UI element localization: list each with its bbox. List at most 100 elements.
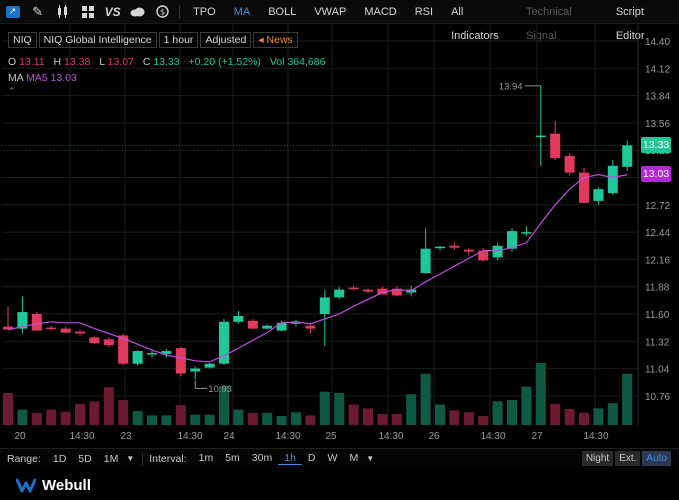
volume-bar	[3, 393, 13, 425]
candle-body	[305, 325, 316, 329]
toggle-night[interactable]: Night	[581, 451, 614, 466]
range-label: Range:	[7, 452, 41, 465]
y-tick-label: 12.72	[645, 201, 670, 212]
interval-w[interactable]: W	[327, 452, 338, 464]
rangebar-divider	[142, 452, 144, 465]
candle-body	[204, 363, 215, 368]
range-1d[interactable]: 1D	[52, 452, 67, 465]
indicator-tab-script-editor[interactable]: Script Editor	[615, 5, 645, 42]
volume-bar	[233, 409, 244, 425]
candle-icon[interactable]	[50, 0, 75, 24]
candle-body	[161, 351, 172, 354]
y-tick-label: 14.12	[645, 64, 670, 75]
candle-body	[420, 248, 431, 274]
volume-bar	[348, 404, 359, 425]
interval-select[interactable]: 1 hour	[158, 32, 199, 48]
interval-30m[interactable]: 30m	[251, 452, 273, 464]
interval-1h[interactable]: 1h	[278, 452, 302, 465]
adjust-select[interactable]: Adjusted	[200, 32, 252, 48]
range-5d[interactable]: 5D	[78, 452, 92, 465]
volume-bar	[535, 362, 546, 425]
toolbar-divider	[179, 4, 181, 19]
interval-more-chevron-icon[interactable]: ▼	[366, 454, 375, 463]
low-label: L	[99, 56, 105, 68]
indicator-tab-tpo[interactable]: TPO	[193, 5, 216, 18]
news-button[interactable]: ◂ News	[253, 32, 298, 48]
range-interval-bar: Range: 1D 5D 1M ▼ Interval: 1m 5m 30m 1h D W M ▼…	[0, 448, 679, 468]
candlestick-chart[interactable]: 14.4014.1213.8413.5613.2813.0012.7212.44…	[0, 24, 679, 448]
low-value: 13.07	[107, 56, 134, 68]
x-tick-label: 14:30	[378, 431, 403, 442]
x-tick-label: 14:30	[275, 431, 300, 442]
range-more-chevron-icon[interactable]: ▼	[126, 454, 135, 463]
ma5-label: MA5	[26, 72, 48, 84]
candle-body	[449, 245, 460, 248]
low-annotation-label: 10.93	[208, 384, 232, 395]
candle-body	[118, 335, 129, 364]
volume-bar	[161, 415, 172, 425]
x-tick-label: 25	[325, 431, 337, 442]
indicator-tab-macd[interactable]: MACD	[364, 5, 397, 18]
candle-body	[3, 326, 13, 330]
volume-bar	[305, 415, 316, 425]
draw-pen-icon[interactable]: ✎	[32, 3, 43, 19]
volume-bar	[89, 401, 100, 425]
candle-body	[463, 249, 474, 252]
candle-body	[550, 133, 561, 158]
interval-1m[interactable]: 1m	[198, 452, 214, 464]
volume-bar	[17, 409, 28, 425]
grid-layout-icon[interactable]	[75, 0, 100, 24]
interval-m[interactable]: M	[349, 452, 359, 464]
volume-bar	[31, 412, 42, 425]
y-tick-label: 11.04	[645, 365, 670, 376]
candle-body	[507, 231, 517, 249]
volume-bar	[147, 415, 157, 425]
ma-row: MA MA5 13.03	[8, 72, 77, 84]
volume-bar	[46, 409, 57, 425]
chart-type-icon[interactable]: ↗	[0, 0, 25, 24]
volume-bar	[550, 403, 561, 425]
dollar-icon[interactable]: $	[150, 0, 175, 24]
indicator-tab-technical-signal[interactable]: Technical Signal	[526, 5, 572, 42]
candle-body	[233, 315, 244, 322]
volume-bar	[435, 404, 445, 425]
compare-vs-icon[interactable]: VS	[100, 0, 125, 24]
close-label: C	[142, 56, 151, 68]
candle-body	[377, 288, 388, 295]
candle-body	[262, 325, 273, 329]
candle-body	[579, 172, 589, 203]
footer: Webull	[0, 468, 679, 500]
brand[interactable]: Webull	[16, 476, 91, 494]
volume-bar	[492, 401, 503, 425]
high-annotation-label: 13.94	[499, 81, 523, 92]
volume-bar	[449, 410, 460, 425]
interval-d[interactable]: D	[307, 452, 316, 464]
cloud-icon[interactable]	[125, 0, 150, 24]
y-tick-label: 12.16	[645, 255, 670, 266]
indicator-tab-boll[interactable]: BOLL	[268, 5, 297, 18]
interval-5m[interactable]: 5m	[225, 452, 240, 464]
indicator-tab-vwap[interactable]: VWAP	[314, 5, 347, 18]
volume-bar	[118, 400, 129, 425]
candle-body	[17, 312, 28, 329]
collapse-chevron-icon[interactable]: ⌃	[8, 86, 16, 96]
symbol-ticker[interactable]: NIQ	[8, 32, 37, 48]
volume-bar	[593, 408, 604, 425]
indicator-tab-ma[interactable]: MA	[233, 5, 251, 18]
candle-body	[348, 287, 359, 290]
toggle-ext[interactable]: Ext.	[615, 451, 641, 466]
ma-label[interactable]: MA	[8, 72, 24, 84]
volume-bar	[607, 403, 618, 425]
volume-bar	[132, 410, 143, 425]
vs-label: VS	[104, 4, 121, 19]
indicator-tab-rsi[interactable]: RSI	[414, 5, 434, 18]
indicator-tab-all-indicators[interactable]: All Indicators	[451, 5, 499, 42]
toggle-auto[interactable]: Auto	[642, 451, 671, 466]
volume-bar	[521, 386, 532, 425]
candle-body	[593, 189, 604, 201]
range-1m[interactable]: 1M	[103, 452, 119, 465]
candle-body	[478, 250, 489, 261]
volume-bar	[622, 373, 633, 425]
volume-bar	[564, 409, 575, 425]
volume-bar	[391, 414, 402, 425]
